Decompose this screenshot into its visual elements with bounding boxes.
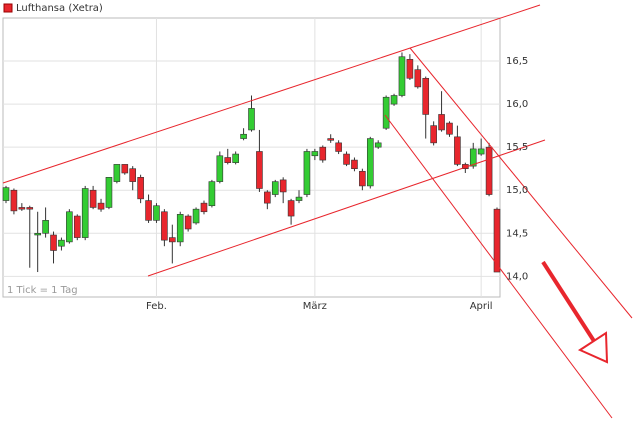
trend-line	[2, 4, 541, 184]
candle-body	[351, 159, 358, 169]
candle-body	[303, 151, 311, 195]
tick-note: 1 Tick = 1 Tag	[7, 285, 78, 296]
candle-body	[66, 211, 73, 243]
candle-body	[343, 153, 350, 165]
y-tick-label: 14,0	[506, 271, 528, 282]
candle-body	[176, 214, 184, 243]
plot-frame	[2, 17, 501, 298]
candle-body	[129, 168, 137, 182]
candle-body	[137, 177, 144, 200]
candle-body	[248, 108, 255, 131]
chart-title: Lufthansa (Xetra)	[16, 3, 103, 14]
trend-line	[384, 114, 613, 419]
candle-body	[366, 138, 374, 187]
candle-body	[398, 56, 406, 96]
candle-body	[374, 142, 382, 148]
candle-body	[311, 151, 319, 157]
candle-body	[256, 151, 263, 189]
candle-body	[2, 187, 10, 201]
arrow-shaft	[541, 260, 605, 357]
y-tick-label: 16,5	[506, 56, 528, 67]
candle-body	[327, 138, 334, 141]
candle-body	[105, 177, 113, 208]
candle-body	[319, 146, 327, 161]
trend-line	[147, 139, 546, 277]
candle-body	[200, 202, 208, 213]
marks	[2, 18, 501, 297]
candle-body	[406, 59, 414, 79]
trend-line	[409, 47, 633, 319]
candle-body	[153, 205, 160, 221]
x-tick-label: April	[470, 301, 493, 312]
x-tick-label: Feb.	[146, 301, 167, 312]
trend-lines	[2, 4, 633, 419]
candle-body	[422, 77, 430, 115]
candle-body	[438, 114, 445, 131]
candle-body	[224, 157, 232, 163]
x-tick-label: März	[303, 301, 327, 312]
candle-body	[50, 234, 57, 251]
candle-body	[271, 181, 279, 195]
candle-body	[73, 215, 81, 238]
candle-body	[216, 155, 224, 182]
candle-body	[113, 164, 121, 182]
candle-body	[18, 207, 26, 210]
candle-body	[89, 189, 97, 208]
candle-body	[335, 142, 342, 152]
candle-body	[184, 215, 192, 230]
candle-body	[382, 96, 390, 129]
candle-body	[232, 153, 239, 163]
candle-body	[240, 133, 247, 139]
candle-body	[446, 122, 453, 135]
y-tick-label: 14,5	[506, 228, 528, 239]
candle-body	[97, 202, 105, 210]
candle-body	[26, 207, 34, 210]
y-tick-label: 16,0	[506, 99, 528, 110]
candle-body	[145, 200, 152, 221]
candle-body	[287, 200, 295, 217]
arrow	[541, 260, 609, 364]
candle-body	[42, 220, 49, 234]
candle-body	[414, 69, 422, 88]
y-tick-label: 15,0	[506, 185, 528, 196]
candle-body	[454, 136, 461, 165]
legend-swatch	[3, 3, 13, 13]
candle-body	[430, 125, 437, 144]
candle-body	[485, 146, 493, 195]
candle-body	[10, 189, 18, 212]
candle-body	[58, 239, 65, 247]
candle-body	[81, 188, 89, 238]
candle-body	[295, 196, 303, 201]
candle-body	[390, 95, 398, 105]
candle-body	[264, 191, 271, 204]
y-tick-label: 15,5	[506, 142, 528, 153]
candle-body	[493, 208, 501, 273]
candle-body	[192, 208, 200, 224]
candle-body	[477, 148, 485, 155]
candle-body	[161, 211, 168, 241]
candle-body	[169, 237, 176, 243]
candle-body	[279, 179, 287, 193]
candle-body	[34, 232, 41, 236]
candle-body	[121, 164, 129, 174]
candle-body	[469, 148, 477, 167]
arrow-head	[577, 331, 609, 364]
candle-body	[208, 181, 216, 207]
candle-body	[359, 170, 366, 187]
